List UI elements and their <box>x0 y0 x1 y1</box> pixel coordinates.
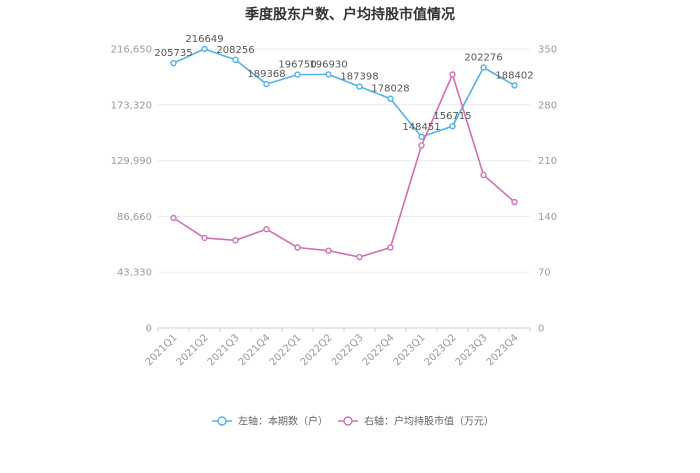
left-tick-label: 43,330 <box>117 268 152 279</box>
legend-marker-2 <box>343 416 353 426</box>
data-label: 187398 <box>340 72 378 83</box>
right-tick-label: 70 <box>538 268 551 279</box>
x-tick-label: 2023Q2 <box>423 332 459 368</box>
series-1-point <box>480 64 487 71</box>
series-1-point <box>201 45 208 53</box>
x-axis-ticks: 2021Q12021Q22021Q32021Q42022Q12022Q22022… <box>144 328 531 368</box>
left-tick-label: 0 <box>146 324 152 335</box>
x-tick-label: 2022Q4 <box>361 332 397 368</box>
data-label: 208256 <box>216 45 254 56</box>
data-label: 156715 <box>433 111 471 122</box>
left-tick-label: 129,990 <box>111 156 152 167</box>
data-label: 216649 <box>185 34 223 45</box>
left-tick-label: 216,650 <box>111 45 152 56</box>
chart-title: 季度股东户数、户均持股市值情况 <box>245 7 455 23</box>
series-2-point <box>263 225 270 233</box>
x-tick-label: 2023Q4 <box>485 332 521 368</box>
legend-label-2: 右轴：户均持股市值（万元） <box>364 415 494 428</box>
series-2-point <box>480 171 487 179</box>
x-tick-label: 2021Q3 <box>206 332 242 368</box>
data-label: 148451 <box>402 122 440 133</box>
left-tick-label: 86,660 <box>117 212 152 223</box>
x-tick-label: 2022Q3 <box>330 332 366 368</box>
x-tick-label: 2022Q2 <box>299 332 335 368</box>
series-2-point <box>356 253 363 261</box>
series-1-point <box>511 82 518 89</box>
series-2-point <box>418 142 425 149</box>
data-label: 178028 <box>371 84 409 95</box>
series-1-point <box>170 59 177 67</box>
right-tick-label: 140 <box>538 212 557 223</box>
legend: 左轴：本期数（户） 右轴：户均持股市值（万元） <box>212 415 494 428</box>
series-layer <box>170 45 518 261</box>
left-tick-label: 173,320 <box>111 100 152 111</box>
left-axis-ticks: 0 43,330 86,660 129,990 173,320 216,650 <box>111 45 152 335</box>
right-tick-label: 280 <box>538 100 557 111</box>
series-line-1 <box>173 48 515 138</box>
x-tick-label: 2023Q1 <box>392 332 428 368</box>
x-tick-label: 2021Q4 <box>237 332 273 368</box>
right-tick-label: 0 <box>538 324 544 335</box>
right-tick-label: 350 <box>538 45 557 56</box>
series-2-point <box>511 198 518 206</box>
series-2-point <box>387 244 394 251</box>
data-label: 196930 <box>309 59 347 70</box>
data-label: 189368 <box>247 69 285 80</box>
series-line-2 <box>173 72 516 258</box>
series-2-point <box>201 234 208 242</box>
grid-lines <box>158 48 530 329</box>
series-2-point <box>294 244 301 251</box>
series-1-point <box>356 83 363 90</box>
series-2-point <box>325 247 332 254</box>
data-label: 202276 <box>464 53 502 64</box>
x-tick-label: 2023Q3 <box>454 332 490 368</box>
series-1-point <box>294 71 301 78</box>
series-2-point <box>170 214 177 222</box>
right-axis-ticks: 0 70 140 210 280 350 <box>538 45 557 335</box>
data-label: 205735 <box>154 48 192 59</box>
series-2-point <box>232 237 239 244</box>
series-1-point <box>232 56 239 64</box>
data-label: 196750 <box>278 60 316 71</box>
series-2-point <box>449 71 456 78</box>
data-label: 188402 <box>495 70 533 81</box>
x-tick-label: 2021Q1 <box>144 332 180 368</box>
series-1-point <box>387 95 394 102</box>
series-1-point <box>449 122 456 130</box>
legend-label-1: 左轴：本期数（户） <box>238 415 328 428</box>
x-tick-label: 2022Q1 <box>268 332 304 368</box>
x-tick-label: 2021Q2 <box>175 332 211 368</box>
right-tick-label: 210 <box>538 156 557 167</box>
series-1-point <box>263 80 270 88</box>
legend-marker-1 <box>217 416 227 426</box>
series-1-point <box>418 133 425 141</box>
series-1-point <box>325 71 332 78</box>
